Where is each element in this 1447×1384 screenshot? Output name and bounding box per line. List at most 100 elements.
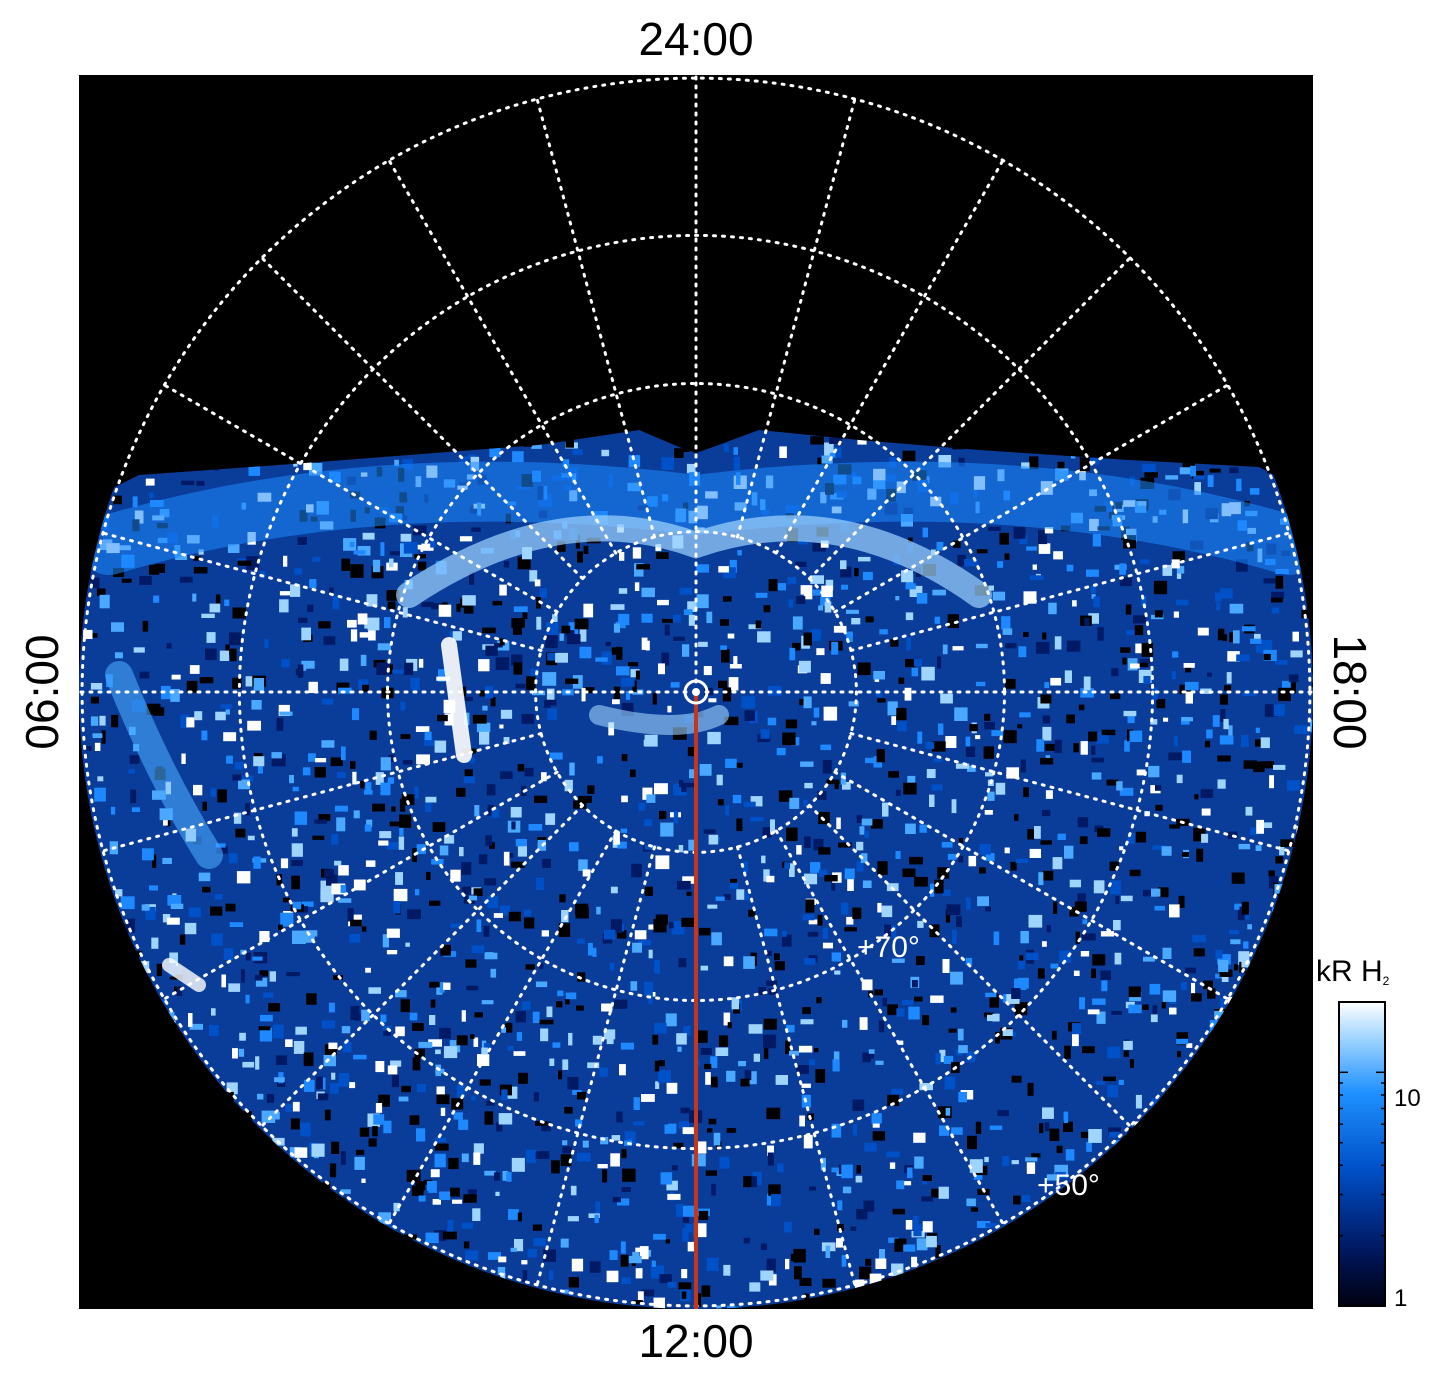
emission-pixel bbox=[362, 532, 375, 540]
emission-pixel bbox=[113, 495, 122, 505]
emission-pixel bbox=[661, 457, 674, 471]
emission-pixel bbox=[619, 1064, 626, 1076]
emission-pixel bbox=[417, 561, 427, 571]
emission-pixel bbox=[582, 869, 591, 877]
emission-pixel bbox=[654, 960, 660, 974]
emission-pixel bbox=[261, 1110, 276, 1123]
emission-pixel bbox=[1207, 475, 1214, 487]
emission-pixel bbox=[564, 779, 573, 792]
emission-pixel bbox=[670, 682, 680, 688]
emission-pixel bbox=[1183, 663, 1195, 668]
meridian-line-5 bbox=[849, 530, 1294, 652]
emission-pixel bbox=[516, 1032, 523, 1041]
emission-pixel bbox=[522, 547, 532, 560]
emission-pixel bbox=[706, 1257, 719, 1272]
emission-pixel bbox=[90, 716, 99, 726]
emission-pixel bbox=[970, 1207, 979, 1212]
emission-pixel bbox=[473, 1143, 484, 1154]
emission-pixel bbox=[1220, 997, 1225, 1010]
emission-pixel bbox=[434, 1137, 447, 1143]
emission-pixel bbox=[391, 806, 396, 812]
emission-pixel bbox=[857, 662, 871, 676]
emission-pixel bbox=[662, 618, 674, 623]
emission-pixel bbox=[1083, 676, 1091, 691]
emission-pixel bbox=[733, 456, 740, 471]
emission-pixel bbox=[436, 987, 443, 995]
emission-pixel bbox=[648, 949, 653, 959]
emission-pixel bbox=[1082, 1046, 1095, 1054]
emission-pixel bbox=[517, 556, 531, 570]
emission-pixel bbox=[884, 924, 892, 937]
emission-pixel bbox=[541, 1121, 551, 1132]
meridian-line-17 bbox=[98, 732, 543, 854]
emission-pixel bbox=[895, 596, 900, 601]
emission-pixel bbox=[595, 657, 608, 662]
emission-pixel bbox=[338, 865, 349, 876]
emission-pixel bbox=[620, 677, 635, 687]
emission-pixel bbox=[905, 659, 916, 668]
emission-pixel bbox=[1093, 880, 1105, 894]
emission-pixel bbox=[473, 888, 483, 896]
emission-pixel bbox=[856, 861, 864, 872]
emission-pixel bbox=[1095, 1080, 1106, 1085]
emission-pixel bbox=[242, 1061, 255, 1068]
emission-pixel bbox=[1091, 594, 1096, 599]
emission-pixel bbox=[570, 1185, 577, 1196]
emission-pixel bbox=[1092, 954, 1106, 966]
emission-pixel bbox=[424, 731, 432, 741]
emission-pixel bbox=[450, 1187, 460, 1197]
emission-pixel bbox=[804, 958, 816, 965]
emission-pixel bbox=[603, 1029, 616, 1040]
emission-pixel bbox=[295, 1026, 307, 1035]
emission-pixel bbox=[601, 449, 610, 457]
emission-pixel bbox=[903, 1244, 916, 1252]
emission-pixel bbox=[1234, 903, 1245, 909]
emission-pixel bbox=[534, 579, 541, 587]
emission-pixel bbox=[1226, 672, 1232, 684]
emission-pixel bbox=[1072, 1034, 1079, 1047]
emission-pixel bbox=[433, 1230, 446, 1241]
emission-pixel bbox=[1215, 949, 1223, 959]
emission-pixel bbox=[723, 894, 731, 900]
emission-pixel bbox=[521, 1001, 531, 1010]
emission-pixel bbox=[824, 875, 838, 882]
emission-pixel bbox=[1143, 956, 1155, 962]
emission-pixel bbox=[375, 772, 384, 785]
emission-pixel bbox=[716, 774, 723, 786]
emission-pixel bbox=[365, 860, 376, 867]
emission-pixel bbox=[567, 1076, 579, 1090]
emission-pixel bbox=[292, 1101, 300, 1112]
emission-pixel bbox=[179, 576, 193, 583]
emission-pixel bbox=[966, 1198, 976, 1207]
emission-pixel bbox=[232, 677, 242, 689]
emission-pixel bbox=[415, 726, 430, 732]
emission-pixel bbox=[841, 1164, 853, 1179]
emission-pixel bbox=[528, 824, 543, 831]
emission-pixel bbox=[489, 446, 501, 458]
emission-pixel bbox=[723, 956, 734, 967]
emission-pixel bbox=[89, 577, 100, 589]
local-time-label-dawn: 06:00 bbox=[16, 634, 68, 750]
emission-pixel bbox=[936, 541, 944, 551]
emission-pixel bbox=[877, 861, 888, 875]
emission-pixel bbox=[1152, 1005, 1158, 1017]
emission-pixel bbox=[252, 956, 263, 961]
emission-pixel bbox=[1217, 755, 1231, 762]
emission-pixel bbox=[273, 1111, 280, 1120]
emission-pixel bbox=[1064, 1045, 1071, 1059]
emission-pixel bbox=[621, 795, 628, 803]
emission-pixel bbox=[1242, 626, 1256, 632]
emission-pixel bbox=[1243, 760, 1257, 769]
emission-pixel bbox=[1122, 657, 1127, 665]
emission-pixel bbox=[802, 914, 815, 921]
emission-pixel bbox=[1091, 968, 1096, 979]
emission-pixel bbox=[631, 863, 642, 878]
emission-pixel bbox=[416, 754, 430, 765]
emission-pixel bbox=[391, 1074, 399, 1088]
emission-pixel bbox=[683, 609, 693, 615]
emission-pixel bbox=[481, 1047, 488, 1055]
emission-pixel bbox=[767, 717, 777, 726]
emission-pixel bbox=[500, 771, 513, 779]
emission-pixel bbox=[1255, 739, 1264, 747]
emission-pixel bbox=[162, 857, 172, 864]
